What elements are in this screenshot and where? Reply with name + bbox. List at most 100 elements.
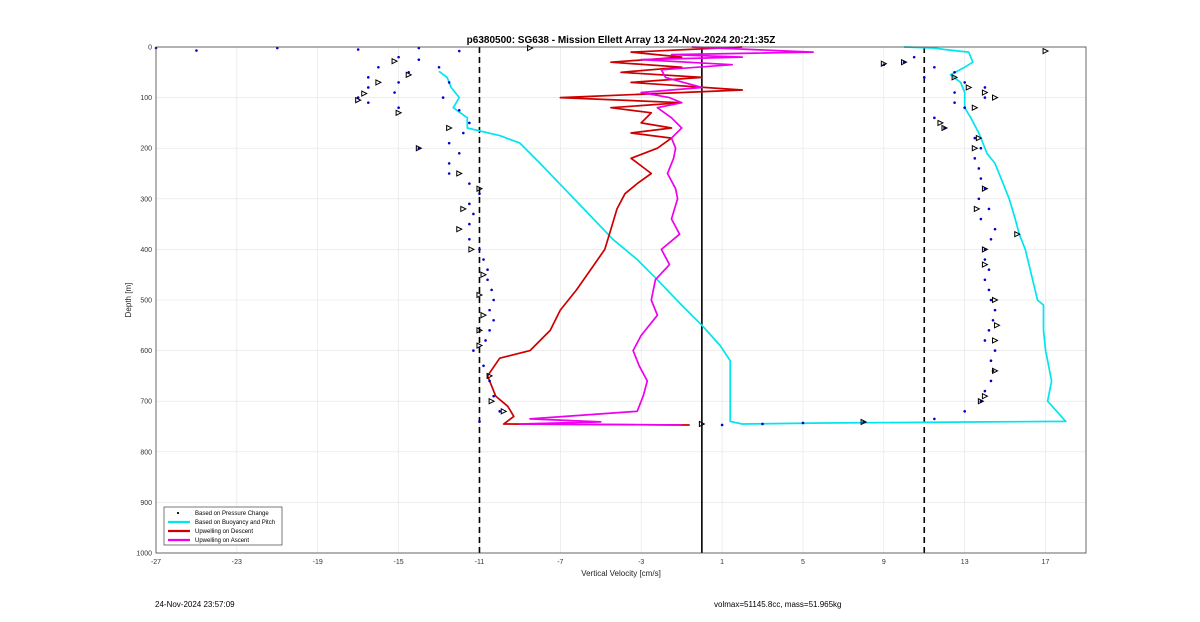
data-point	[987, 329, 991, 332]
data-point-marker	[977, 397, 985, 405]
data-point	[953, 91, 956, 94]
footer-timestamp: 24-Nov-2024 23:57:09	[155, 600, 235, 609]
data-point-marker	[951, 74, 959, 81]
data-point	[462, 131, 465, 135]
data-point-marker	[361, 90, 368, 97]
data-point	[993, 227, 997, 231]
data-point	[447, 81, 451, 84]
data-point-marker	[468, 246, 476, 253]
data-point-marker	[1042, 47, 1050, 55]
x-tick-label: 13	[961, 559, 969, 566]
data-point	[447, 141, 451, 145]
x-axis-label: Vertical Velocity [cm/s]	[581, 569, 661, 578]
data-point	[417, 58, 421, 61]
y-tick-label: 900	[140, 500, 152, 507]
y-tick-label: 500	[140, 298, 152, 305]
data-point-marker	[981, 261, 989, 268]
data-point	[993, 308, 997, 312]
data-point	[953, 101, 956, 104]
grid	[155, 46, 1086, 554]
data-point	[922, 76, 926, 79]
data-point	[490, 288, 493, 292]
y-tick-label: 300	[140, 196, 152, 203]
data-point	[437, 65, 441, 69]
data-point-marker	[456, 170, 463, 177]
data-point	[447, 172, 451, 175]
data-point	[983, 278, 987, 282]
legend-label: Based on Pressure Change	[195, 511, 269, 517]
data-point-marker	[981, 89, 989, 96]
data-point-marker	[446, 124, 453, 132]
data-point	[983, 86, 987, 89]
data-point-marker	[992, 296, 999, 304]
data-point	[989, 379, 993, 383]
data-point	[393, 91, 396, 94]
data-point	[488, 329, 491, 332]
data-point	[457, 151, 461, 155]
footer-volmax-mass: volmax=51145.8cc, mass=51.965kg	[714, 600, 842, 609]
data-point	[397, 106, 400, 110]
data-point	[397, 81, 400, 84]
x-tick-label: -27	[151, 559, 161, 566]
data-point	[468, 202, 471, 206]
x-tick-label: 17	[1042, 559, 1050, 566]
data-point	[801, 421, 805, 425]
data-point-marker	[500, 408, 508, 415]
legend-swatch	[176, 511, 180, 515]
data-point	[987, 288, 991, 292]
data-point	[492, 394, 495, 398]
data-point	[963, 410, 966, 413]
data-point-marker	[698, 420, 706, 428]
data-point	[977, 167, 981, 170]
data-point-marker	[415, 144, 423, 152]
data-point-marker	[994, 321, 1001, 329]
data-point	[761, 422, 764, 426]
chart-title: p6380500: SG638 - Mission Ellett Array 1…	[467, 35, 776, 46]
data-point-marker	[395, 109, 403, 117]
data-point	[468, 222, 471, 226]
data-point-marker	[527, 44, 534, 52]
data-point-marker	[992, 337, 999, 344]
data-point-marker	[901, 58, 908, 66]
x-tick-label: -11	[475, 559, 485, 566]
y-tick-label: 600	[140, 348, 152, 355]
data-point	[447, 162, 451, 165]
x-tick-label: 5	[801, 559, 805, 566]
data-point	[472, 349, 475, 352]
data-point-marker	[992, 94, 999, 101]
y-tick-label: 100	[140, 95, 152, 102]
data-point	[457, 49, 461, 53]
data-point	[488, 379, 491, 383]
data-point	[993, 349, 997, 352]
data-point-marker	[355, 96, 362, 104]
data-point	[989, 359, 993, 363]
data-point	[983, 389, 987, 393]
data-point-marker	[880, 60, 888, 68]
x-tick-label: -3	[638, 559, 644, 566]
data-point	[492, 318, 495, 322]
data-point-marker	[971, 104, 979, 112]
data-point	[488, 308, 491, 312]
data-point-marker	[975, 134, 983, 142]
x-tick-label: -15	[394, 559, 404, 566]
data-point-marker	[973, 205, 981, 213]
data-point	[953, 71, 956, 74]
data-point-marker	[937, 119, 945, 127]
data-point	[933, 417, 936, 421]
data-point-marker	[405, 71, 413, 79]
data-point	[987, 268, 991, 271]
data-point-marker	[981, 185, 989, 192]
data-point	[983, 258, 987, 261]
data-point-marker	[480, 271, 488, 279]
plot-frame	[155, 46, 1087, 554]
data-point	[468, 237, 471, 241]
x-tick-label: -7	[557, 559, 563, 566]
data-point-marker	[476, 291, 484, 299]
data-point-marker	[391, 57, 399, 65]
data-point	[478, 420, 481, 423]
data-point	[933, 116, 936, 120]
series-upwelling-on-descent	[486, 46, 744, 426]
legend: Based on Pressure Change Based on Buoyanc…	[163, 506, 283, 546]
data-point	[482, 258, 485, 261]
